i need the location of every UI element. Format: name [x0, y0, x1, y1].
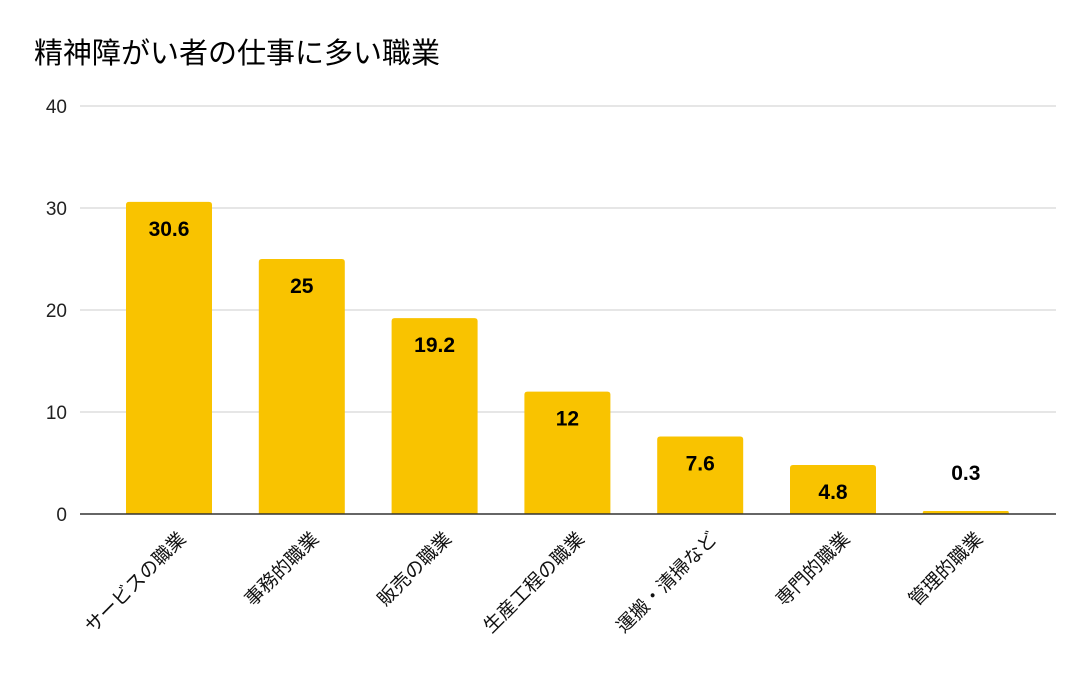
category-label: 専門的職業	[772, 528, 855, 611]
bar	[524, 391, 611, 514]
data-label: 0.3	[951, 462, 980, 485]
y-tick-label: 10	[46, 403, 67, 424]
category-label: 事務的職業	[241, 528, 324, 611]
data-label: 25	[290, 275, 314, 298]
bars	[126, 201, 1009, 514]
y-tick-label: 0	[56, 505, 67, 526]
y-tick-label: 30	[46, 199, 67, 220]
category-label: 運搬・清掃など	[612, 528, 722, 638]
data-label: 12	[556, 408, 579, 431]
y-tick-label: 40	[46, 97, 67, 118]
bar	[657, 436, 744, 514]
data-label: 7.6	[686, 452, 715, 475]
category-label: 生産工程の職業	[479, 528, 589, 638]
bar	[258, 259, 345, 514]
data-label: 4.8	[818, 481, 848, 504]
data-label: 19.2	[414, 334, 455, 357]
data-label: 30.6	[149, 218, 190, 241]
bar	[790, 465, 876, 514]
category-label: 販売の職業	[373, 528, 456, 611]
category-label: 管理的職業	[905, 528, 988, 611]
y-axis-ticks: 0 10 20 30 40	[46, 97, 67, 526]
bar	[126, 201, 212, 514]
category-label: サービスの職業	[81, 528, 191, 638]
chart-title: 精神障がい者の仕事に多い職業	[34, 36, 441, 70]
gridlines	[80, 105, 1056, 413]
bar	[922, 510, 1009, 514]
data-labels: 30.6 25 19.2 12 7.6 4.8 0.3	[149, 218, 981, 504]
category-labels: サービスの職業 事務的職業 販売の職業 生産工程の職業 運搬・清掃など 専門的職業 管理的職…	[81, 528, 987, 638]
bar	[391, 318, 478, 514]
y-tick-label: 20	[46, 301, 67, 322]
